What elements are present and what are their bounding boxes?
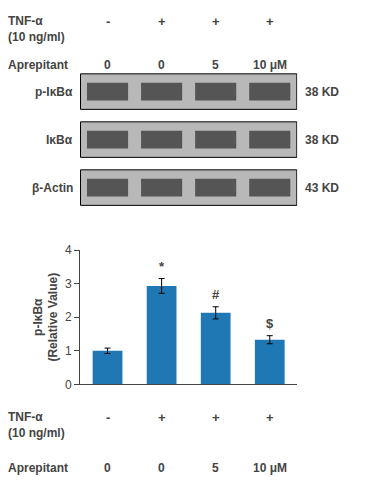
svg-text:3: 3 (65, 277, 72, 291)
svg-text:TNF-α(10 ng/ml): TNF-α(10 ng/ml) (8, 14, 65, 44)
svg-text:0: 0 (65, 378, 72, 392)
svg-text:β-Actin: β-Actin (32, 181, 73, 195)
svg-text:0: 0 (158, 58, 165, 72)
svg-text:Aprepitant: Aprepitant (8, 58, 68, 72)
svg-text:38 KD: 38 KD (305, 133, 339, 147)
svg-text:$: $ (266, 316, 274, 331)
svg-text:+: + (212, 14, 220, 29)
svg-text:+: + (266, 14, 274, 29)
svg-text:-: - (106, 410, 110, 425)
svg-text:IκBα: IκBα (46, 133, 73, 147)
svg-text:*: * (159, 259, 165, 274)
svg-text:10 μM: 10 μM (253, 461, 287, 475)
svg-text:+: + (158, 410, 166, 425)
svg-text:p-IκBα: p-IκBα (35, 85, 73, 99)
svg-text:0: 0 (158, 461, 165, 475)
svg-text:0: 0 (104, 461, 111, 475)
svg-text:10 μM: 10 μM (253, 58, 287, 72)
svg-text:43 KD: 43 KD (305, 181, 339, 195)
svg-text:+: + (266, 410, 274, 425)
svg-text:1: 1 (65, 344, 72, 358)
svg-text:#: # (212, 287, 220, 302)
svg-text:2: 2 (65, 310, 72, 324)
svg-text:5: 5 (212, 58, 219, 72)
svg-text:0: 0 (104, 58, 111, 72)
svg-text:-: - (106, 14, 110, 29)
svg-text:4: 4 (65, 243, 72, 257)
svg-text:p-IκBα(Relative Value): p-IκBα(Relative Value) (31, 273, 61, 362)
svg-text:Aprepitant: Aprepitant (8, 461, 68, 475)
svg-text:+: + (212, 410, 220, 425)
svg-text:+: + (158, 14, 166, 29)
svg-text:TNF-α(10 ng/ml): TNF-α(10 ng/ml) (8, 410, 65, 440)
svg-text:38 KD: 38 KD (305, 85, 339, 99)
svg-text:5: 5 (212, 461, 219, 475)
